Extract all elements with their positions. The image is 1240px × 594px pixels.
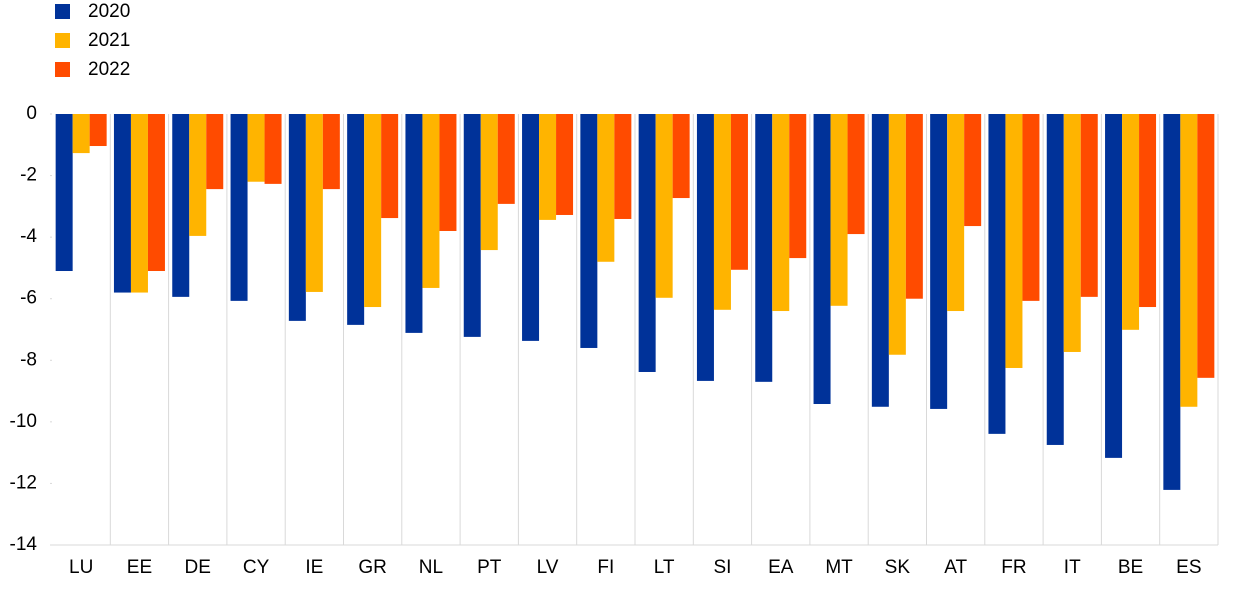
bar bbox=[930, 114, 948, 409]
bar bbox=[772, 114, 790, 312]
bar bbox=[1046, 114, 1064, 445]
legend-swatch bbox=[55, 62, 70, 77]
bar bbox=[347, 114, 365, 325]
bar bbox=[247, 114, 265, 182]
bar bbox=[988, 114, 1006, 434]
legend-label: 2020 bbox=[88, 1, 130, 22]
bar bbox=[947, 114, 965, 312]
bar bbox=[730, 114, 748, 270]
bar bbox=[655, 114, 673, 298]
y-tick-label: -6 bbox=[20, 288, 37, 309]
bar bbox=[580, 114, 598, 348]
bar bbox=[463, 114, 481, 337]
bar bbox=[755, 114, 773, 382]
bar bbox=[1105, 114, 1123, 458]
bar bbox=[905, 114, 923, 299]
bar bbox=[522, 114, 540, 341]
bar bbox=[230, 114, 248, 301]
legend-label: 2022 bbox=[88, 59, 130, 80]
bar bbox=[172, 114, 190, 297]
bar bbox=[888, 114, 906, 355]
bar bbox=[871, 114, 889, 407]
bar bbox=[789, 114, 807, 259]
x-tick-label: AT bbox=[944, 557, 967, 578]
bar bbox=[1163, 114, 1181, 490]
x-tick-label: BE bbox=[1118, 557, 1143, 578]
x-tick-label: IE bbox=[305, 557, 323, 578]
bar bbox=[305, 114, 323, 292]
bar bbox=[1005, 114, 1023, 368]
bar bbox=[1022, 114, 1040, 301]
x-tick-label: DE bbox=[185, 557, 211, 578]
bar bbox=[113, 114, 131, 293]
y-tick-label: -2 bbox=[20, 165, 37, 186]
bar bbox=[638, 114, 656, 372]
x-tick-label: PT bbox=[477, 557, 502, 578]
legend-label: 2021 bbox=[88, 30, 130, 51]
bar bbox=[264, 114, 282, 184]
y-tick-label: -14 bbox=[10, 534, 38, 555]
bar bbox=[614, 114, 632, 219]
x-tick-label: MT bbox=[825, 557, 853, 578]
x-tick-label: GR bbox=[358, 557, 387, 578]
x-tick-label: LV bbox=[537, 557, 559, 578]
bar bbox=[130, 114, 148, 293]
bar bbox=[147, 114, 165, 272]
bar bbox=[672, 114, 690, 199]
bar bbox=[847, 114, 865, 235]
y-tick-label: 0 bbox=[26, 103, 37, 124]
bar bbox=[497, 114, 515, 204]
bar bbox=[189, 114, 207, 236]
y-tick-label: -10 bbox=[10, 411, 37, 432]
bar bbox=[322, 114, 340, 190]
x-tick-label: SK bbox=[885, 557, 911, 578]
bar bbox=[830, 114, 848, 306]
x-tick-label: FR bbox=[1001, 557, 1026, 578]
bar bbox=[1180, 114, 1198, 407]
x-tick-label: LT bbox=[654, 557, 675, 578]
bar bbox=[89, 114, 107, 147]
bar bbox=[1197, 114, 1215, 378]
bar bbox=[55, 114, 73, 272]
legend-swatch bbox=[55, 33, 70, 48]
bar bbox=[1122, 114, 1140, 330]
x-tick-label: IT bbox=[1064, 557, 1081, 578]
bar bbox=[1063, 114, 1081, 352]
x-tick-label: ES bbox=[1176, 557, 1201, 578]
x-tick-label: EA bbox=[768, 557, 794, 578]
bar bbox=[713, 114, 731, 310]
bar bbox=[439, 114, 457, 231]
x-tick-label: CY bbox=[243, 557, 270, 578]
bar bbox=[72, 114, 90, 154]
x-tick-label: FI bbox=[597, 557, 614, 578]
bar bbox=[1080, 114, 1098, 297]
y-tick-label: -8 bbox=[20, 349, 37, 370]
x-tick-label: EE bbox=[127, 557, 152, 578]
bar bbox=[206, 114, 224, 190]
x-tick-label: NL bbox=[419, 557, 443, 578]
bar bbox=[813, 114, 831, 405]
bar bbox=[964, 114, 982, 227]
y-tick-label: -12 bbox=[10, 472, 37, 493]
legend-swatch bbox=[55, 4, 70, 19]
bar bbox=[597, 114, 615, 262]
bar bbox=[422, 114, 440, 288]
bar bbox=[556, 114, 574, 215]
bar bbox=[288, 114, 306, 321]
y-tick-label: -4 bbox=[20, 226, 37, 247]
bar bbox=[1139, 114, 1157, 308]
bar bbox=[696, 114, 714, 381]
bar bbox=[405, 114, 423, 333]
bar bbox=[381, 114, 399, 219]
x-tick-label: SI bbox=[713, 557, 731, 578]
bar bbox=[480, 114, 498, 251]
x-tick-label: LU bbox=[69, 557, 93, 578]
bar bbox=[364, 114, 382, 308]
bar bbox=[539, 114, 557, 220]
